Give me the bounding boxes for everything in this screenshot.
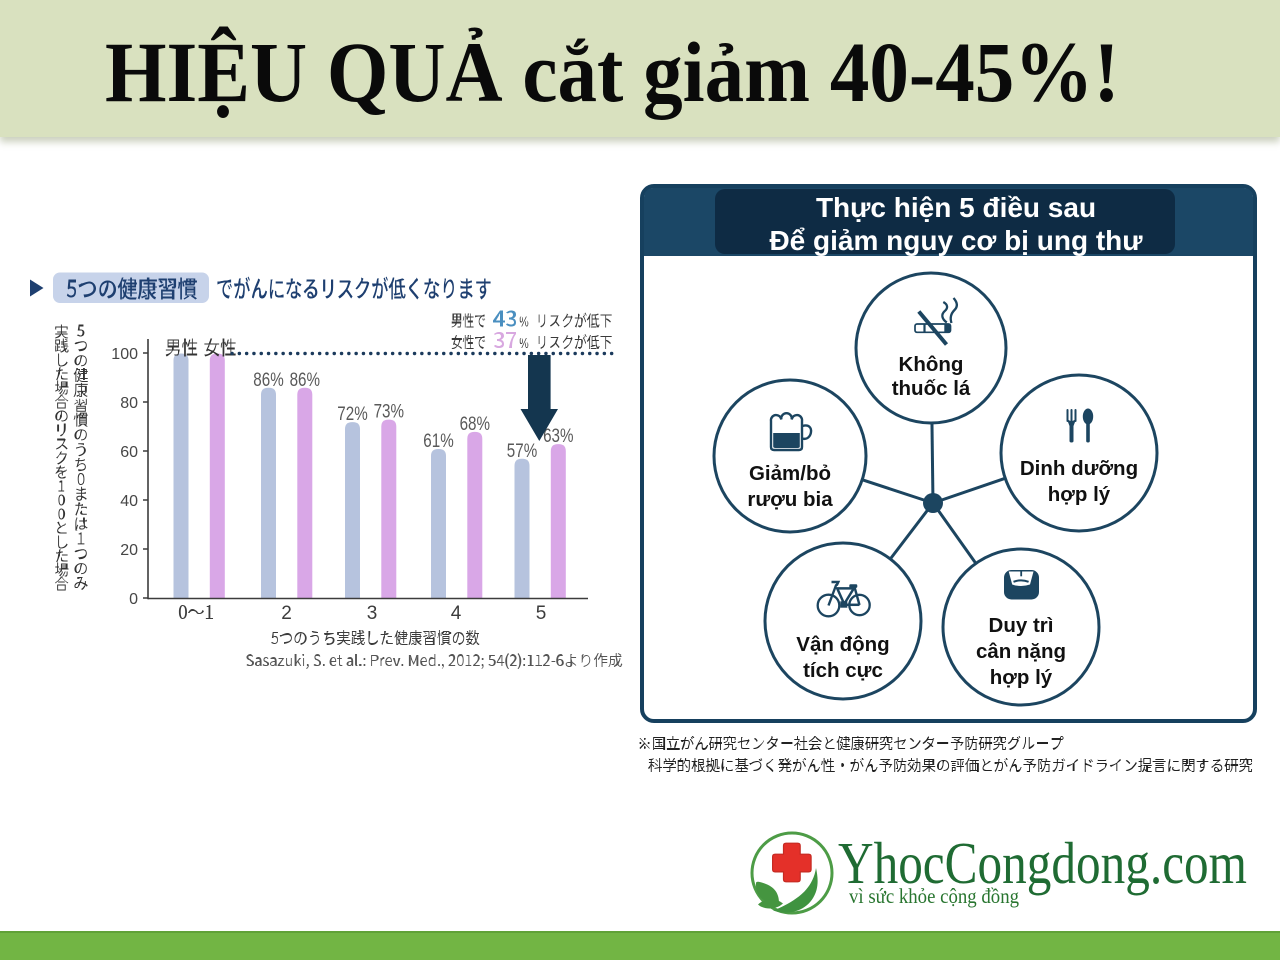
svg-text:20: 20 (120, 542, 138, 559)
svg-text:2: 2 (281, 603, 292, 624)
svg-text:63%: 63% (543, 424, 573, 446)
svg-text:68%: 68% (460, 412, 490, 434)
svg-text:72%: 72% (337, 402, 367, 424)
svg-text:0: 0 (129, 591, 138, 608)
svg-text:86%: 86% (253, 368, 283, 390)
svg-text:100: 100 (111, 346, 138, 363)
svg-text:3: 3 (367, 603, 378, 624)
svg-text:40: 40 (120, 493, 138, 510)
svg-text:80: 80 (120, 395, 138, 412)
svg-text:61%: 61% (423, 429, 453, 451)
svg-text:73%: 73% (374, 400, 404, 422)
svg-text:57%: 57% (507, 439, 537, 461)
svg-text:4: 4 (451, 603, 462, 624)
svg-text:86%: 86% (290, 368, 320, 390)
svg-text:60: 60 (120, 444, 138, 461)
svg-text:5: 5 (536, 603, 547, 624)
